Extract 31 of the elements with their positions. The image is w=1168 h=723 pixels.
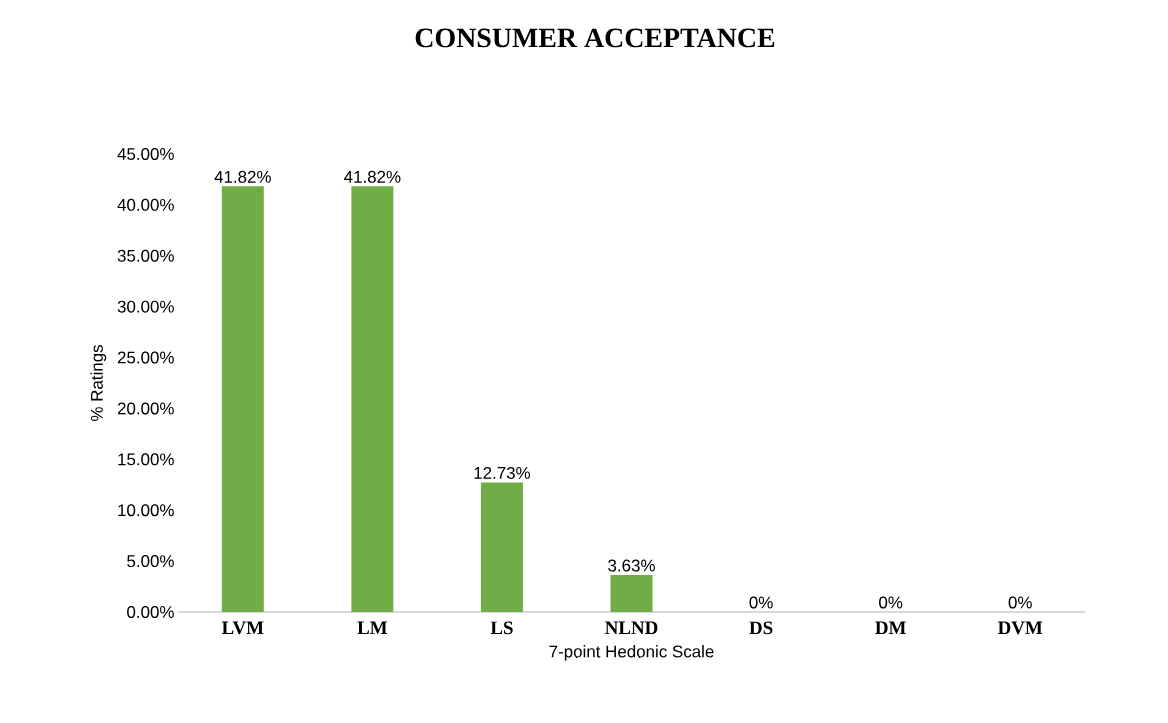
data-label: 0% bbox=[749, 596, 773, 609]
data-label: 12.73% bbox=[474, 466, 531, 479]
y-tick-label: 45.00% bbox=[117, 147, 174, 160]
x-tick-label: LM bbox=[357, 621, 388, 634]
x-tick-label: LVM bbox=[221, 621, 264, 635]
bar bbox=[610, 575, 653, 612]
x-tick-label: DVM bbox=[997, 621, 1043, 635]
y-tick-label: 5.00% bbox=[127, 555, 174, 568]
data-label: 41.82% bbox=[214, 170, 271, 183]
y-tick-label: 15.00% bbox=[118, 453, 174, 466]
data-label: 0% bbox=[879, 596, 903, 609]
bar bbox=[480, 482, 523, 612]
bar bbox=[351, 186, 394, 612]
x-tick-label: LS bbox=[490, 621, 513, 635]
x-tick-label: DM bbox=[875, 621, 906, 634]
data-label: 41.82% bbox=[344, 170, 401, 183]
y-tick-label: 20.00% bbox=[117, 402, 174, 415]
x-axis-title: 7-point Hedonic Scale bbox=[549, 645, 714, 661]
y-tick-label: 35.00% bbox=[117, 249, 174, 262]
y-tick-label: 40.00% bbox=[117, 198, 174, 211]
x-tick-label: NLND bbox=[605, 621, 658, 634]
data-label: 3.63% bbox=[608, 559, 655, 572]
bar bbox=[221, 186, 264, 612]
data-label: 0% bbox=[1008, 596, 1032, 609]
chart-title: CONSUMER ACCEPTANCE bbox=[415, 28, 775, 48]
x-tick-label: DS bbox=[749, 621, 773, 635]
y-tick-label: 30.00% bbox=[117, 300, 174, 313]
y-tick-label: 0.00% bbox=[127, 605, 174, 618]
y-axis-title: % Ratings bbox=[90, 345, 107, 421]
y-tick-label: 25.00% bbox=[117, 351, 174, 364]
y-tick-label: 10.00% bbox=[118, 504, 174, 517]
